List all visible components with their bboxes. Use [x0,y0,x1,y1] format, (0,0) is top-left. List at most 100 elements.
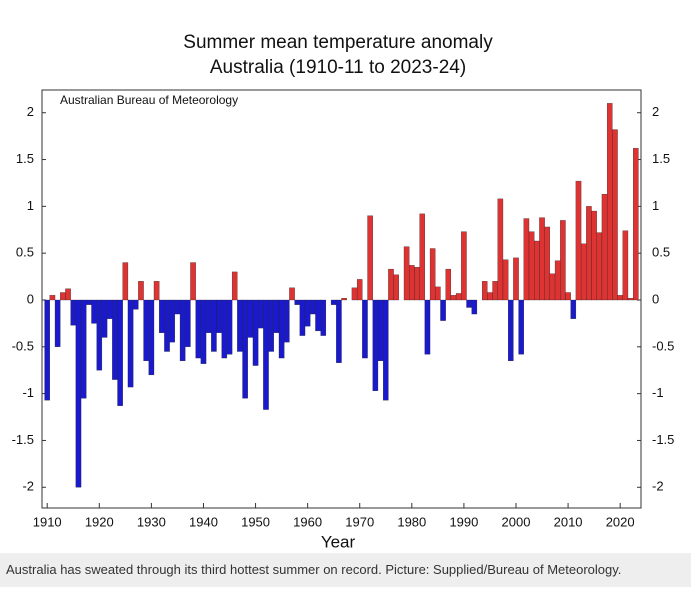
bar [86,299,92,305]
bar [336,299,342,363]
bar [539,217,545,301]
bar [122,262,129,301]
bar [351,287,358,301]
bar [258,299,264,329]
bar [424,299,431,355]
bar [372,299,379,391]
bar [242,299,248,399]
bar [127,299,134,388]
bar [49,295,56,301]
bar [461,231,467,301]
bar [284,299,290,343]
bar [106,299,113,319]
bar [65,288,71,301]
chart: Summer mean temperature anomaly Australi… [12,32,675,551]
caption: Australia has sweated through its third … [0,553,691,587]
bar [466,299,472,308]
bar [247,299,254,338]
bar [591,210,597,301]
bar [179,299,186,362]
chart-title: Summer mean temperature anomaly [183,32,493,53]
bar [205,299,212,333]
bar [315,299,321,332]
bar [429,248,436,301]
bar [148,299,155,376]
bar [138,281,144,301]
bar [528,231,535,301]
bar [377,299,384,362]
x-tick-label: 1920 [85,514,114,529]
bar [487,292,493,301]
y2-tick-label: 1.5 [652,151,670,166]
bar [617,295,623,301]
x-tick-label: 2000 [502,514,531,529]
bar [450,295,457,301]
bar [580,243,587,301]
bar [586,206,592,301]
x-tick-label: 1910 [33,514,62,529]
bar [143,299,149,362]
x-tick-label: 1970 [345,514,374,529]
bar [622,230,629,301]
y2-tick-label: -1 [652,385,664,400]
bar [237,299,243,352]
bar [101,299,108,338]
bar [544,226,550,301]
bar [575,180,582,301]
bar [383,299,389,401]
y2-tick-label: 0.5 [652,245,670,260]
y-tick-label: 0.5 [16,245,34,260]
bar [403,246,410,301]
bar [70,299,77,326]
y-tick-label: -1 [22,385,34,400]
y-tick-label: -2 [22,479,34,494]
y2-tick-label: 1 [652,198,659,213]
bar [216,299,222,333]
bar [356,279,363,301]
bar [278,299,285,359]
bar [445,268,452,301]
bar [633,148,639,301]
bar [117,299,123,406]
bar [492,281,498,301]
bar [54,299,61,347]
bar [409,265,415,301]
bar [226,299,233,355]
bar [565,292,571,301]
bar [75,299,82,488]
bar [554,260,561,301]
bar [221,299,228,359]
bar [289,287,295,301]
bar [560,220,566,301]
y2-tick-label: 2 [652,104,659,119]
bar [523,218,530,301]
bar [200,299,207,364]
y-tick-label: 1.5 [16,151,34,166]
bar [393,274,399,301]
bar [268,299,274,352]
chart-subtitle: Australia (1910-11 to 2023-24) [210,57,466,78]
bar [164,299,170,352]
bar [304,299,311,327]
bar [91,299,97,324]
bar [341,297,347,301]
bar [596,232,603,301]
bar [455,293,462,301]
bar [195,299,202,359]
annotation: Australian Bureau of Meteorology [60,93,238,107]
bar [481,281,488,301]
bar [570,299,577,319]
x-axis-label: Year [321,532,356,551]
bar [414,267,420,301]
bar [153,281,160,301]
bar [549,273,556,301]
x-tick-label: 2010 [554,514,583,529]
bar [534,240,540,301]
bar [190,262,196,301]
bar [497,198,504,301]
x-tick-label: 1960 [293,514,322,529]
bar [112,299,118,380]
bar [367,215,373,301]
bar [273,299,280,333]
x-tick-label: 2020 [606,514,635,529]
